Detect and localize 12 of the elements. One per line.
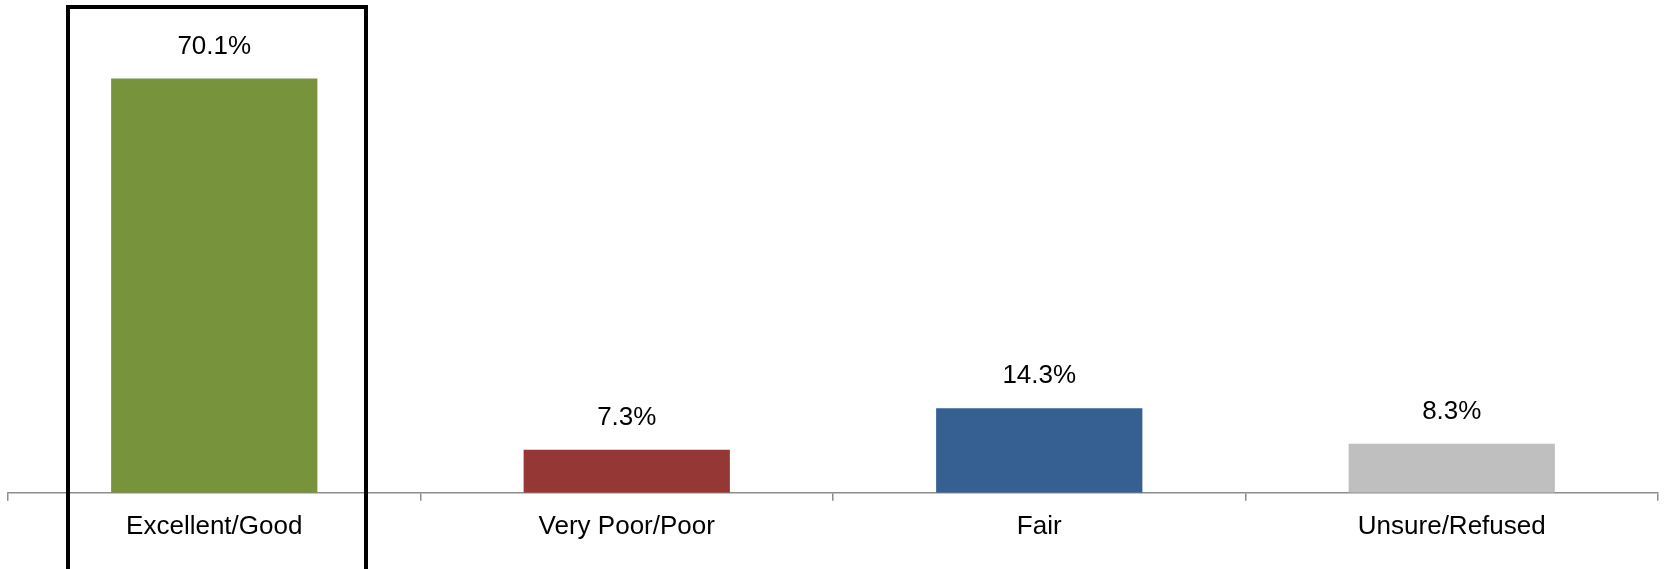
bar [111,78,318,493]
x-tick-label: Excellent/Good [126,509,303,540]
bar [1348,443,1555,493]
data-label: 8.3% [1422,394,1482,425]
data-label: 70.1% [177,29,252,60]
x-tick-label: Very Poor/Poor [538,509,716,540]
x-tick-label: Fair [1016,509,1062,540]
data-label: 14.3% [1002,359,1077,390]
bar [936,408,1143,493]
x-tick-label: Unsure/Refused [1357,509,1546,540]
data-label: 7.3% [597,400,657,431]
bar [523,449,730,493]
